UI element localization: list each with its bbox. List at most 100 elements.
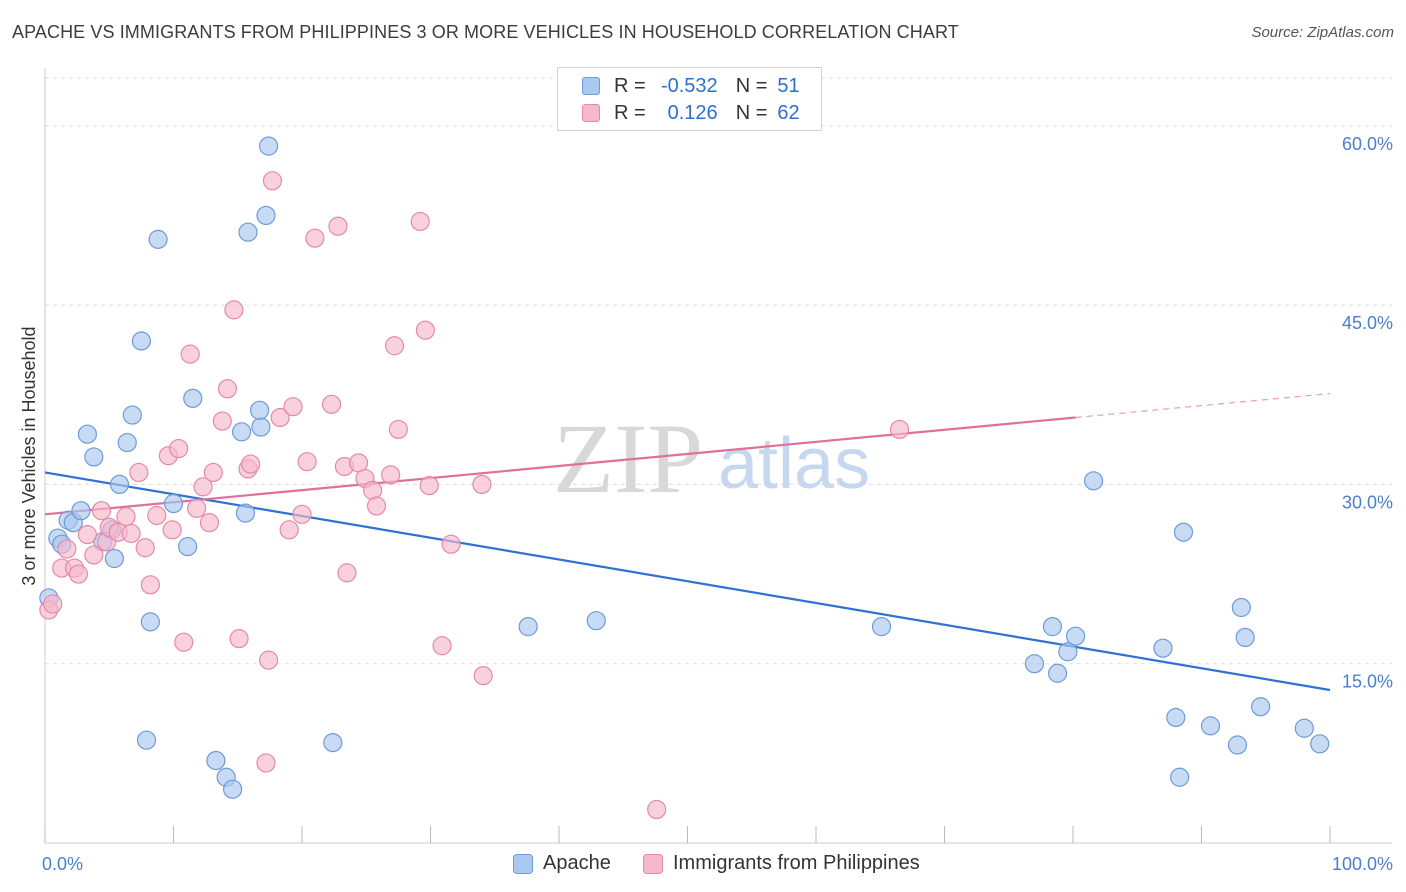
point-philippines xyxy=(432,636,452,656)
point-apache xyxy=(251,417,271,437)
bottom-legend-apache: Apache xyxy=(513,852,611,875)
point-philippines xyxy=(889,419,910,440)
y-tick-label: 45.0% xyxy=(1342,313,1393,333)
point-apache xyxy=(1227,735,1248,755)
point-philippines xyxy=(180,344,200,364)
point-apache xyxy=(178,536,198,557)
point-apache xyxy=(323,732,343,753)
trendline-apache xyxy=(44,471,1331,692)
point-apache xyxy=(1235,627,1255,648)
point-apache xyxy=(223,779,243,799)
legend-r-label: R = xyxy=(614,101,646,124)
legend-n-label: N = xyxy=(735,74,768,97)
point-apache xyxy=(136,730,157,750)
points-layer xyxy=(39,136,1330,820)
point-apache xyxy=(1173,522,1194,542)
point-apache xyxy=(238,222,258,242)
point-philippines xyxy=(43,594,63,614)
point-philippines xyxy=(187,498,207,518)
point-philippines xyxy=(262,171,283,191)
point-apache xyxy=(249,400,270,420)
point-apache xyxy=(122,405,142,425)
legend-swatch-apache xyxy=(582,77,600,95)
point-apache xyxy=(1200,716,1221,736)
point-philippines xyxy=(140,575,160,595)
point-apache xyxy=(232,422,252,442)
point-apache xyxy=(148,229,168,249)
point-philippines xyxy=(212,411,232,431)
point-philippines xyxy=(381,465,401,485)
legend-r-value: 0.126 xyxy=(667,101,718,124)
point-philippines xyxy=(472,474,492,495)
point-philippines xyxy=(129,462,149,483)
point-apache xyxy=(1231,597,1251,618)
point-philippines xyxy=(116,507,136,527)
point-apache xyxy=(183,388,203,408)
point-philippines xyxy=(135,538,155,558)
point-apache xyxy=(1310,734,1330,754)
bottom-legend-swatch-philippines xyxy=(643,853,663,874)
point-philippines xyxy=(441,534,461,554)
point-apache xyxy=(77,424,98,444)
point-philippines xyxy=(415,320,435,340)
point-apache xyxy=(117,432,137,453)
point-apache xyxy=(235,503,256,523)
point-philippines xyxy=(337,563,357,583)
point-philippines xyxy=(193,477,213,497)
point-apache xyxy=(206,750,226,771)
legend-r-label: R = xyxy=(614,74,646,97)
legend: R = -0.532 N = 51 R = 0.126 N = 62 xyxy=(557,67,822,131)
point-apache xyxy=(871,617,892,637)
point-philippines xyxy=(279,520,299,540)
tick-layer: 15.0% 30.0% 45.0% 60.0% 0.0% 100.0% xyxy=(42,134,1393,874)
point-philippines xyxy=(419,476,439,496)
trendline-extension-philippines xyxy=(1075,392,1331,419)
point-apache xyxy=(1042,617,1063,637)
point-philippines xyxy=(91,501,112,521)
legend-n-value: 51 xyxy=(777,74,800,97)
point-philippines xyxy=(169,438,189,459)
point-philippines xyxy=(241,454,261,474)
point-apache xyxy=(140,612,160,632)
bottom-legend-swatch-apache xyxy=(513,853,533,874)
y-tick-label: 15.0% xyxy=(1342,672,1393,692)
point-apache xyxy=(163,493,184,514)
point-apache xyxy=(1083,471,1104,491)
point-philippines xyxy=(270,407,290,428)
point-apache xyxy=(258,136,279,156)
bottom-legend-label-philippines: Immigrants from Philippines xyxy=(673,852,920,874)
point-apache xyxy=(1058,642,1078,662)
point-apache xyxy=(131,331,151,351)
point-philippines xyxy=(321,394,342,414)
point-philippines xyxy=(258,650,279,670)
point-philippines xyxy=(366,496,387,516)
axis-layer xyxy=(44,68,1392,844)
point-apache xyxy=(1047,663,1068,683)
point-philippines xyxy=(147,505,167,526)
point-apache xyxy=(586,611,606,631)
point-philippines xyxy=(256,753,276,773)
point-apache xyxy=(109,474,130,495)
point-apache xyxy=(84,447,104,467)
point-apache xyxy=(1065,626,1086,646)
bottom-legend-philippines: Immigrants from Philippines xyxy=(643,852,920,875)
point-apache xyxy=(256,205,276,226)
point-apache xyxy=(518,617,538,637)
point-philippines xyxy=(68,564,89,584)
point-philippines xyxy=(305,228,325,248)
legend-swatch-philippines xyxy=(582,104,600,122)
point-philippines xyxy=(57,539,77,559)
point-philippines xyxy=(199,513,220,533)
y-tick-label: 60.0% xyxy=(1342,134,1393,154)
point-philippines xyxy=(77,525,98,545)
point-philippines xyxy=(297,452,317,472)
point-philippines xyxy=(384,336,405,356)
point-apache xyxy=(1170,767,1190,787)
point-philippines xyxy=(84,545,104,565)
point-apache xyxy=(1024,654,1045,674)
point-philippines xyxy=(328,216,348,236)
legend-n-value: 62 xyxy=(777,101,800,124)
point-philippines xyxy=(121,523,141,544)
point-apache xyxy=(71,501,91,521)
